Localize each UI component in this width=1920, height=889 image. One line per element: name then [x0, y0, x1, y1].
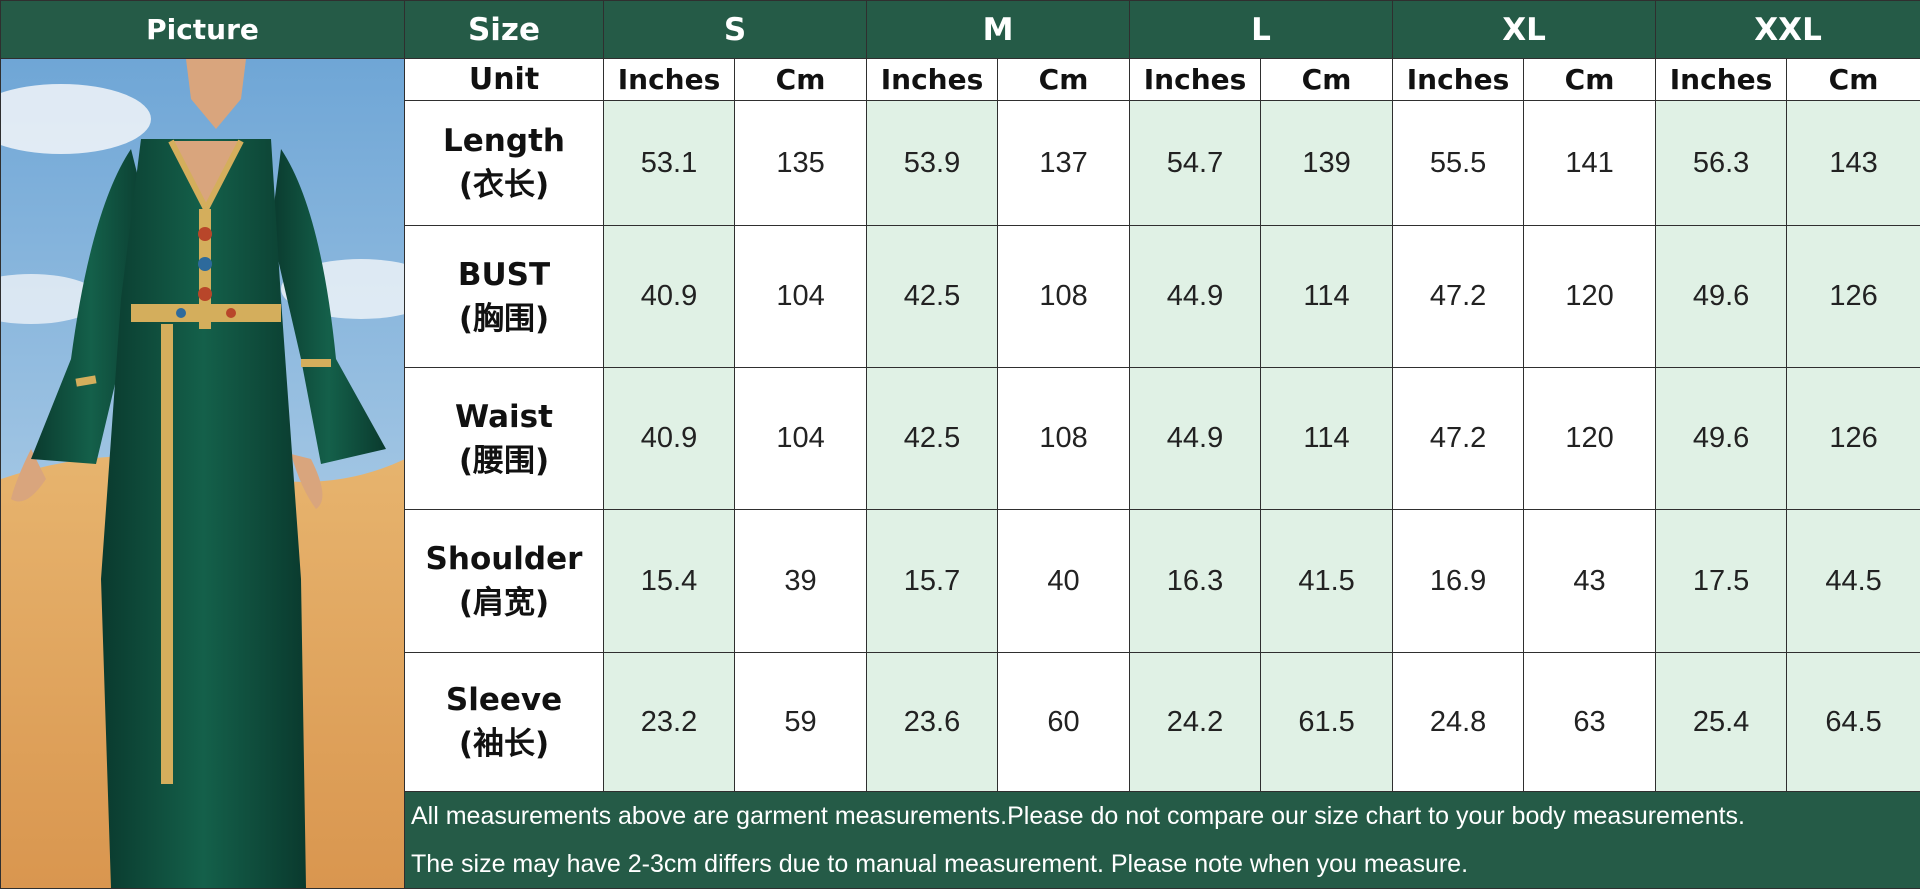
- cell-cm: 141: [1523, 100, 1657, 226]
- cell-cm: 63: [1523, 652, 1657, 792]
- unit-inches: Inches: [603, 58, 735, 101]
- picture-header: Picture: [0, 0, 405, 59]
- measure-row-shoulder: Shoulder (肩宽) 15.4 39 15.7 40 16.3 41.5 …: [1, 509, 1920, 653]
- unit-cm: Cm: [733, 58, 868, 101]
- cell-cm: 41.5: [1260, 509, 1394, 653]
- size-header: Size: [404, 0, 604, 59]
- cell-cm: 120: [1523, 225, 1657, 368]
- cell-inches: 55.5: [1392, 100, 1525, 226]
- cell-cm: 64.5: [1786, 652, 1920, 792]
- row-name-cn: (腰围): [458, 442, 550, 479]
- size-xxl-header: XXL: [1655, 0, 1920, 59]
- cell-cm: 43: [1523, 509, 1657, 653]
- cell-cm: 114: [1260, 367, 1394, 510]
- product-picture: [0, 58, 405, 889]
- cell-inches: 44.9: [1129, 225, 1262, 368]
- cell-cm: 60: [997, 652, 1131, 792]
- size-xl-header: XL: [1392, 0, 1657, 59]
- cell-cm: 114: [1260, 225, 1394, 368]
- unit-cm: Cm: [997, 58, 1131, 101]
- row-label: Shoulder (肩宽): [404, 509, 604, 653]
- cell-cm: 108: [997, 367, 1131, 510]
- note-line: The size may have 2-3cm differs due to m…: [411, 850, 1469, 878]
- measure-row-length: Length (衣长) 53.1 135 53.9 137 54.7 139 5…: [1, 100, 1920, 226]
- measure-row-sleeve: Sleeve (袖长) 23.2 59 23.6 60 24.2 61.5 24…: [1, 652, 1920, 792]
- cell-inches: 53.9: [866, 100, 999, 226]
- cell-inches: 56.3: [1655, 100, 1788, 226]
- unit-inches: Inches: [1655, 58, 1788, 101]
- cell-cm: 44.5: [1786, 509, 1920, 653]
- cell-cm: 104: [733, 367, 868, 510]
- cell-cm: 61.5: [1260, 652, 1394, 792]
- cell-inches: 40.9: [603, 367, 735, 510]
- row-name: Length: [443, 123, 565, 159]
- unit-row: Unit Inches Cm Inches Cm Inches Cm Inche…: [0, 58, 1920, 889]
- cell-cm: 39: [733, 509, 868, 653]
- cell-cm: 135: [733, 100, 868, 226]
- cell-inches: 17.5: [1655, 509, 1788, 653]
- notes-row: All measurements above are garment measu…: [1, 791, 1920, 889]
- cell-inches: 47.2: [1392, 225, 1525, 368]
- cell-inches: 23.6: [866, 652, 999, 792]
- cell-cm: 126: [1786, 225, 1920, 368]
- cell-cm: 137: [997, 100, 1131, 226]
- cell-cm: 104: [733, 225, 868, 368]
- note-line: All measurements above are garment measu…: [411, 802, 1745, 830]
- cell-inches: 42.5: [866, 225, 999, 368]
- cell-inches: 24.8: [1392, 652, 1525, 792]
- row-name: Sleeve: [445, 682, 563, 718]
- row-label: Sleeve (袖长): [404, 652, 604, 792]
- cell-inches: 44.9: [1129, 367, 1262, 510]
- unit-inches: Inches: [866, 58, 999, 101]
- size-l-header: L: [1129, 0, 1394, 59]
- row-label: Waist (腰围): [404, 367, 604, 510]
- unit-cm: Cm: [1786, 58, 1920, 101]
- cell-cm: 59: [733, 652, 868, 792]
- unit-inches: Inches: [1129, 58, 1262, 101]
- cell-cm: 120: [1523, 367, 1657, 510]
- cell-inches: 24.2: [1129, 652, 1262, 792]
- cell-inches: 40.9: [603, 225, 735, 368]
- cell-inches: 15.7: [866, 509, 999, 653]
- notes-panel: All measurements above are garment measu…: [403, 791, 1920, 889]
- unit-inches: Inches: [1392, 58, 1525, 101]
- row-name: Shoulder: [425, 541, 583, 577]
- unit-cm: Cm: [1523, 58, 1657, 101]
- unit-label: Unit: [404, 58, 604, 101]
- cell-cm: 40: [997, 509, 1131, 653]
- cell-cm: 108: [997, 225, 1131, 368]
- row-name: BUST: [457, 256, 551, 293]
- row-name: Waist: [455, 398, 553, 435]
- cell-inches: 49.6: [1655, 367, 1788, 510]
- cell-cm: 143: [1786, 100, 1920, 226]
- row-label: Length (衣长): [404, 100, 604, 226]
- measure-row-waist: Waist (腰围) 40.9 104 42.5 108 44.9 114 47…: [1, 367, 1920, 510]
- size-s-header: S: [602, 0, 868, 59]
- unit-cm: Cm: [1260, 58, 1394, 101]
- size-m-header: M: [866, 0, 1131, 59]
- cell-inches: 47.2: [1392, 367, 1525, 510]
- cell-cm: 139: [1260, 100, 1394, 226]
- row-label: BUST (胸围): [404, 225, 604, 368]
- dress-photo: [1, 59, 404, 888]
- measure-row-bust: BUST (胸围) 40.9 104 42.5 108 44.9 114 47.…: [1, 225, 1920, 368]
- cell-inches: 16.9: [1392, 509, 1525, 653]
- row-name-cn: (衣长): [458, 167, 550, 203]
- cell-inches: 49.6: [1655, 225, 1788, 368]
- cell-inches: 25.4: [1655, 652, 1788, 792]
- row-name-cn: (胸围): [458, 300, 550, 337]
- row-name-cn: (袖长): [458, 726, 550, 762]
- cell-inches: 15.4: [603, 509, 735, 653]
- cell-inches: 54.7: [1129, 100, 1262, 226]
- header-row: Picture Size S M L XL XXL: [0, 0, 1920, 59]
- cell-cm: 126: [1786, 367, 1920, 510]
- cell-inches: 23.2: [603, 652, 735, 792]
- row-name-cn: (肩宽): [458, 585, 550, 621]
- cell-inches: 53.1: [603, 100, 735, 226]
- cell-inches: 42.5: [866, 367, 999, 510]
- cell-inches: 16.3: [1129, 509, 1262, 653]
